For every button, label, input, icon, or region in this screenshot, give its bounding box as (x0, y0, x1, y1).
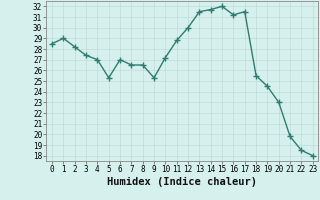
X-axis label: Humidex (Indice chaleur): Humidex (Indice chaleur) (108, 177, 257, 187)
